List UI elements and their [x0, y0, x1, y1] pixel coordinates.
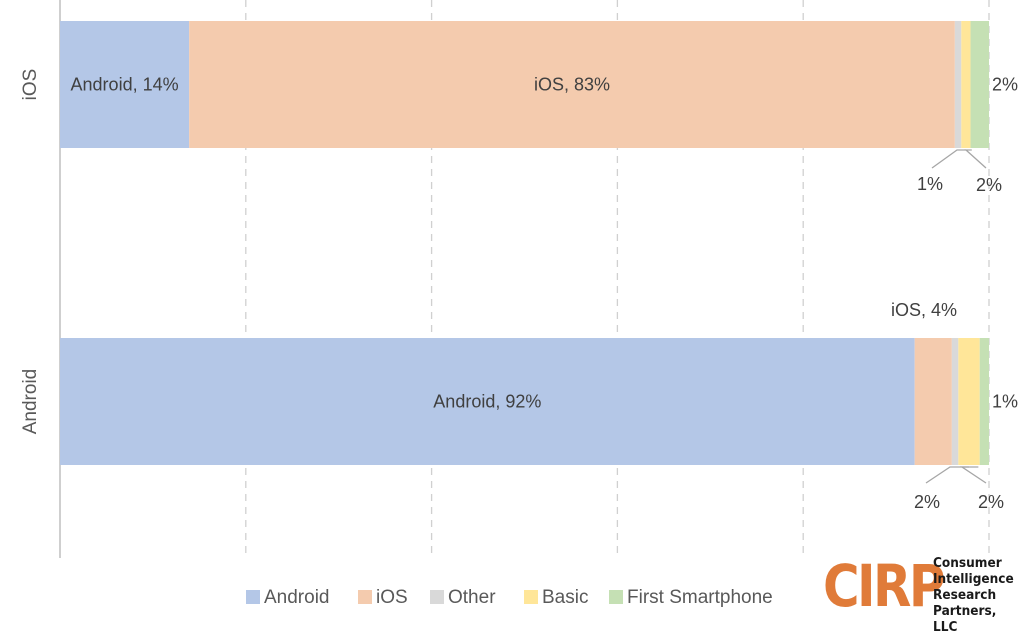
data-labels: Android, 14% iOS, 83% 2% 1% 2% Android, 92% iO…	[71, 75, 1018, 513]
legend-swatch	[430, 590, 444, 604]
legend-swatch	[358, 590, 372, 604]
bar-segment	[961, 21, 971, 148]
legend-label: Basic	[542, 587, 588, 608]
data-label: iOS, 4%	[891, 300, 957, 320]
legend-label: Android	[264, 587, 330, 608]
cirp-logo: CIRP Consumer Intelligence Research Part…	[823, 552, 1019, 635]
legend-label: Other	[448, 587, 496, 608]
legend: Android iOS Other Basic First Smartphone	[246, 587, 773, 608]
leader-line	[931, 149, 966, 169]
logo-line: Partners, LLC	[933, 603, 997, 635]
bar-segment	[954, 21, 962, 148]
bar-segment	[970, 21, 989, 148]
bar-segment	[958, 338, 980, 465]
logo-words: Consumer Intelligence Research Partners,…	[933, 555, 1014, 635]
legend-swatch	[246, 590, 260, 604]
bar-segment	[951, 338, 959, 465]
data-label: 2%	[978, 492, 1004, 512]
leader-line	[959, 466, 987, 484]
logo-line: Intelligence	[933, 571, 1014, 587]
legend-label: First Smartphone	[627, 587, 773, 608]
data-label: 2%	[976, 175, 1002, 195]
category-label: iOS	[20, 69, 41, 101]
logo-line: Research	[933, 587, 997, 603]
bar-segment	[189, 21, 955, 148]
leader-line	[925, 466, 970, 484]
data-label: Android, 92%	[433, 392, 541, 412]
bar-segment	[914, 338, 952, 465]
bar-segment	[60, 21, 190, 148]
data-label: iOS, 83%	[534, 75, 610, 95]
data-label: 1%	[992, 392, 1018, 412]
data-label: 2%	[992, 75, 1018, 95]
bar-segments	[60, 21, 989, 465]
leader-line	[964, 149, 987, 169]
legend-swatch	[609, 590, 623, 604]
category-label: Android	[20, 369, 41, 435]
data-label: 1%	[917, 174, 943, 194]
logo-line: Consumer	[933, 555, 1002, 571]
category-labels: iOS Android	[20, 69, 41, 435]
legend-label: iOS	[376, 587, 408, 608]
data-label: Android, 14%	[71, 75, 179, 95]
bar-segment	[979, 338, 989, 465]
logo-mark: CIRP	[823, 552, 945, 620]
bar-segment	[60, 338, 915, 465]
legend-swatch	[524, 590, 538, 604]
data-label: 2%	[914, 492, 940, 512]
